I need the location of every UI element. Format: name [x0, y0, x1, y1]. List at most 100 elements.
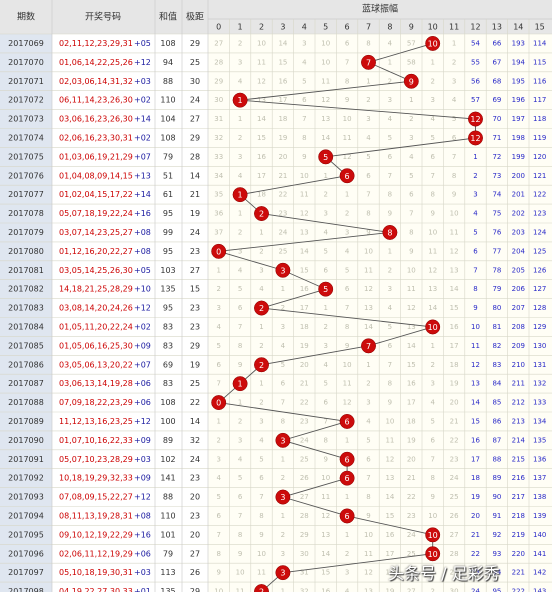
blue-cell-value: 115	[533, 58, 546, 66]
blue-cell-value: 6	[345, 285, 350, 293]
blue-cell-value: 11	[236, 588, 245, 592]
blue-cell-value: 128	[533, 304, 546, 312]
blue-cell-value: 24	[450, 474, 459, 482]
blue-cell-value: 2	[216, 436, 220, 444]
blue-cell-value: 4	[238, 172, 243, 180]
row-red-numbers: 04,19,22,27,30,33	[59, 587, 133, 592]
blue-cell-value: 130	[533, 342, 546, 350]
row-blue-number: +12	[134, 417, 151, 426]
blue-cell-value: 29	[450, 569, 459, 577]
amplitude-ball-label: 1	[238, 96, 243, 105]
blue-cell-value: 1	[216, 417, 220, 425]
blue-cell-value: 8	[302, 134, 306, 142]
blue-cell-value: 7	[409, 210, 413, 218]
row-red-numbers: 08,11,13,19,28,31	[59, 511, 133, 520]
blue-cell-value: 30	[300, 550, 309, 558]
blue-cell-value: 10	[321, 58, 330, 66]
blue-cell-value: 15	[471, 417, 480, 425]
row-span: 24	[190, 96, 200, 105]
blue-cell-value: 5	[302, 77, 306, 85]
row-sum: 101	[160, 530, 175, 539]
blue-cell-value: 10	[214, 588, 223, 592]
blue-cell-value: 5	[409, 172, 413, 180]
row-span: 24	[190, 455, 200, 464]
blue-cell-value: 25	[407, 550, 416, 558]
blue-cell-value: 3	[259, 266, 263, 274]
blue-cell-value: 8	[366, 210, 370, 218]
blue-cell-value: 12	[321, 96, 330, 104]
blue-cell-value: 143	[533, 588, 546, 592]
blue-cell-value: 133	[533, 399, 546, 407]
blue-cell-value: 20	[300, 361, 309, 369]
header-blue-col-10: 10	[428, 23, 438, 32]
blue-cell-value: 25	[450, 493, 459, 501]
blue-cell-value: 194	[512, 58, 526, 66]
blue-cell-value: 6	[388, 342, 393, 350]
amplitude-ball	[318, 149, 334, 165]
blue-cell-value: 22	[278, 191, 287, 199]
header-sum: 和值	[159, 11, 177, 23]
blue-cell-value: 33	[214, 153, 223, 161]
header-blue-col-1: 1	[238, 23, 243, 32]
blue-cell-value: 3	[430, 380, 434, 388]
row-issue: 2017078	[8, 209, 44, 218]
row-span: 20	[190, 530, 200, 539]
blue-cell-value: 28	[450, 550, 459, 558]
blue-cell-value: 20	[471, 512, 480, 520]
row-blue-number: +09	[134, 436, 151, 445]
blue-cell-value: 1	[345, 531, 349, 539]
blue-cell-value: 23	[450, 455, 459, 463]
blue-cell-value: 7	[430, 172, 434, 180]
blue-cell-value: 17	[257, 172, 266, 180]
blue-cell-value: 8	[238, 531, 242, 539]
row-issue: 2017094	[8, 511, 44, 520]
blue-cell-value: 134	[533, 417, 547, 425]
amplitude-ball-label: 10	[428, 550, 438, 559]
blue-cell-value: 14	[321, 134, 330, 142]
row-blue-number: +08	[134, 247, 151, 256]
header-issue: 期数	[17, 11, 35, 23]
blue-cell-value: 119	[533, 134, 546, 142]
row-blue-number: +16	[134, 209, 151, 218]
blue-cell-value: 31	[214, 115, 223, 123]
blue-cell-value: 27	[300, 493, 309, 501]
row-red-numbers: 02,06,16,23,30,31	[59, 133, 133, 142]
row-span: 22	[190, 398, 200, 407]
blue-cell-value: 10	[407, 266, 416, 274]
amplitude-ball	[275, 432, 291, 448]
blue-cell-value: 32	[300, 588, 309, 592]
row-red-numbers: 01,05,11,20,22,24	[59, 322, 133, 331]
row-blue-number: +02	[134, 322, 151, 331]
blue-cell-value: 21	[300, 380, 309, 388]
amplitude-ball-label: 2	[259, 361, 264, 370]
blue-cell-value: 18	[471, 474, 480, 482]
blue-cell-value: 1	[452, 39, 456, 47]
row-blue-number: +09	[134, 474, 151, 483]
blue-cell-value: 4	[323, 361, 328, 369]
amplitude-ball-label: 5	[323, 285, 328, 294]
blue-cell-value: 95	[492, 588, 501, 592]
blue-cell-value: 1	[259, 228, 263, 236]
row-sum: 113	[160, 568, 175, 577]
amplitude-ball-label: 6	[345, 512, 350, 521]
row-span: 23	[190, 247, 200, 256]
row-sum: 108	[160, 398, 175, 407]
blue-cell-value: 6	[366, 172, 371, 180]
blue-cell-value: 142	[533, 569, 546, 577]
blue-cell-value: 4	[430, 115, 435, 123]
blue-cell-value: 210	[512, 361, 525, 369]
blue-cell-value: 7	[216, 531, 220, 539]
blue-cell-value: 6	[388, 153, 393, 161]
blue-cell-value: 13	[257, 96, 266, 104]
blue-cell-value: 198	[512, 134, 525, 142]
blue-cell-value: 7	[259, 493, 263, 501]
amplitude-ball-label: 3	[280, 569, 285, 578]
blue-cell-value: 5	[216, 342, 220, 350]
blue-cell-value: 30	[450, 588, 459, 592]
amplitude-ball-label: 5	[323, 153, 328, 162]
blue-cell-value: 13	[300, 228, 309, 236]
row-span: 29	[190, 133, 200, 142]
row-red-numbers: 01,04,08,09,14,15	[59, 171, 133, 180]
amplitude-ball-label: 3	[280, 493, 285, 502]
blue-cell-value: 34	[214, 172, 223, 180]
